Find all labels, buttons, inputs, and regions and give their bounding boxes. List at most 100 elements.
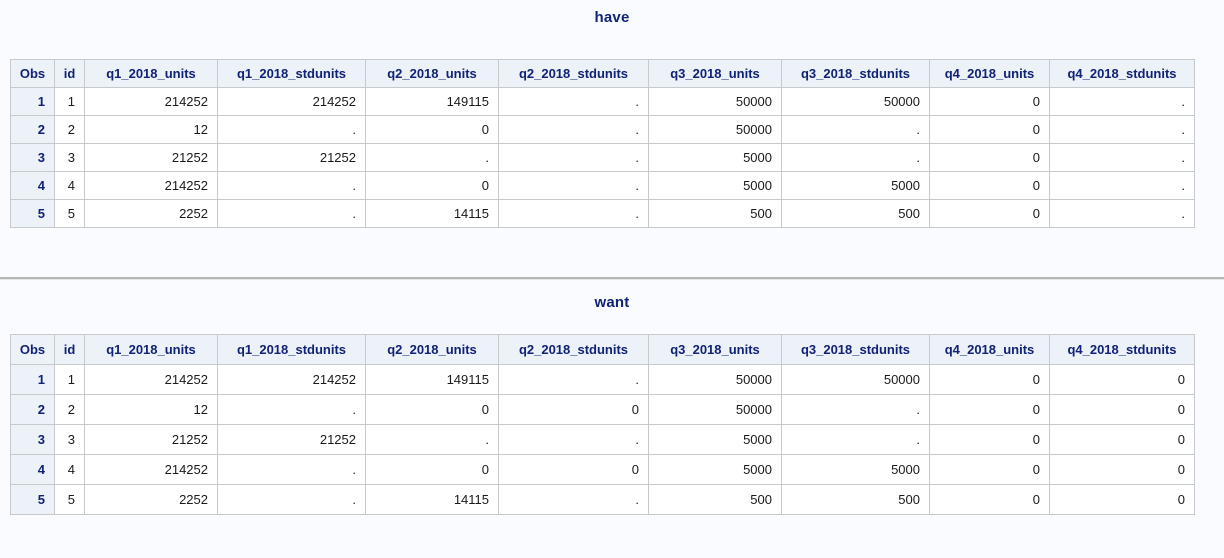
data-cell-id: 5 — [54, 484, 85, 515]
data-cell-q2_2018_stdunits: . — [498, 143, 649, 172]
data-cell-q2_2018_units: 14115 — [365, 199, 499, 228]
data-cell-q4_2018_stdunits: . — [1049, 171, 1195, 200]
data-cell-q3_2018_units: 50000 — [648, 364, 782, 395]
table-row: 1 1 214252 214252 149115. 50000 50000 0. — [10, 87, 1195, 116]
header-row: Obs id q1_2018_units q1_2018_stdunits q2_201… — [10, 59, 1195, 88]
table-row: 5 5 2252. 14115. 500 500 0 0 — [10, 484, 1195, 515]
data-cell-q1_2018_stdunits: 214252 — [217, 87, 366, 116]
data-cell-q4_2018_stdunits: . — [1049, 87, 1195, 116]
data-cell-q3_2018_stdunits: 50000 — [781, 87, 930, 116]
column-header-q3_2018_stdunits: q3_2018_stdunits — [781, 59, 930, 88]
obs-cell: 1 — [10, 364, 55, 395]
data-cell-q3_2018_stdunits: . — [781, 394, 930, 425]
column-header-q2_2018_stdunits: q2_2018_stdunits — [498, 59, 649, 88]
table-row: 4 4 214252. 0. 5000 5000 0. — [10, 171, 1195, 200]
table-row: 3 3 21252 21252.. 5000. 0 0 — [10, 424, 1195, 455]
data-cell-id: 1 — [54, 87, 85, 116]
column-header-q1_2018_units: q1_2018_units — [84, 59, 218, 88]
column-header-q1_2018_units: q1_2018_units — [84, 334, 218, 365]
data-cell-q4_2018_units: 0 — [929, 87, 1050, 116]
data-cell-q3_2018_units: 5000 — [648, 454, 782, 485]
data-cell-q1_2018_units: 21252 — [84, 424, 218, 455]
obs-cell: 1 — [10, 87, 55, 116]
data-cell-q3_2018_stdunits: . — [781, 143, 930, 172]
data-cell-id: 4 — [54, 454, 85, 485]
obs-cell: 2 — [10, 115, 55, 144]
data-cell-q2_2018_units: . — [365, 143, 499, 172]
data-cell-q4_2018_units: 0 — [929, 394, 1050, 425]
data-cell-q1_2018_units: 21252 — [84, 143, 218, 172]
data-cell-q1_2018_units: 2252 — [84, 484, 218, 515]
sas-output-want: want Obs id q1_2018_units q1_2018_stdunits q… — [0, 280, 1224, 515]
column-header-q1_2018_stdunits: q1_2018_stdunits — [217, 334, 366, 365]
column-header-q4_2018_units: q4_2018_units — [929, 334, 1050, 365]
sas-output-have: have Obs id q1_2018_units q1_2018_stdunits q… — [0, 0, 1224, 228]
data-cell-id: 2 — [54, 115, 85, 144]
data-cell-q4_2018_units: 0 — [929, 199, 1050, 228]
data-cell-q1_2018_stdunits: . — [217, 171, 366, 200]
data-cell-q2_2018_units: 0 — [365, 454, 499, 485]
data-cell-q3_2018_stdunits: . — [781, 115, 930, 144]
table-row: 3 3 21252 21252.. 5000. 0. — [10, 143, 1195, 172]
data-cell-q4_2018_stdunits: 0 — [1049, 454, 1195, 485]
data-cell-q2_2018_stdunits: . — [498, 424, 649, 455]
have-table: Obs id q1_2018_units q1_2018_stdunits q2_201… — [10, 59, 1195, 228]
data-cell-q3_2018_stdunits: 5000 — [781, 454, 930, 485]
data-cell-id: 1 — [54, 364, 85, 395]
data-cell-q3_2018_units: 50000 — [648, 115, 782, 144]
obs-cell: 3 — [10, 143, 55, 172]
obs-cell: 4 — [10, 454, 55, 485]
data-cell-q2_2018_stdunits: . — [498, 115, 649, 144]
data-cell-q2_2018_stdunits: . — [498, 484, 649, 515]
data-cell-q4_2018_stdunits: 0 — [1049, 424, 1195, 455]
data-cell-q3_2018_units: 5000 — [648, 424, 782, 455]
column-header-q2_2018_units: q2_2018_units — [365, 334, 499, 365]
table-title-want: want — [594, 294, 630, 311]
data-cell-q1_2018_units: 12 — [84, 115, 218, 144]
data-cell-q2_2018_stdunits: . — [498, 171, 649, 200]
data-cell-q1_2018_units: 12 — [84, 394, 218, 425]
data-cell-q4_2018_units: 0 — [929, 484, 1050, 515]
data-cell-q2_2018_stdunits: . — [498, 87, 649, 116]
data-cell-q1_2018_units: 214252 — [84, 364, 218, 395]
data-cell-q3_2018_stdunits: 500 — [781, 484, 930, 515]
data-cell-q1_2018_units: 214252 — [84, 87, 218, 116]
data-cell-q4_2018_stdunits: 0 — [1049, 394, 1195, 425]
column-header-q4_2018_stdunits: q4_2018_stdunits — [1049, 59, 1195, 88]
column-header-q2_2018_units: q2_2018_units — [365, 59, 499, 88]
data-cell-q1_2018_units: 214252 — [84, 171, 218, 200]
data-cell-q2_2018_stdunits: 0 — [498, 454, 649, 485]
data-cell-q4_2018_stdunits: 0 — [1049, 364, 1195, 395]
data-cell-q2_2018_units: 0 — [365, 171, 499, 200]
data-cell-q1_2018_units: 214252 — [84, 454, 218, 485]
data-cell-q4_2018_units: 0 — [929, 364, 1050, 395]
table-row: 1 1 214252 214252 149115. 50000 50000 0 0 — [10, 364, 1195, 395]
obs-cell: 4 — [10, 171, 55, 200]
data-cell-q2_2018_units: 0 — [365, 115, 499, 144]
obs-cell: 3 — [10, 424, 55, 455]
data-cell-q1_2018_stdunits: . — [217, 199, 366, 228]
data-cell-q4_2018_units: 0 — [929, 171, 1050, 200]
data-cell-q3_2018_units: 5000 — [648, 171, 782, 200]
data-cell-q4_2018_units: 0 — [929, 454, 1050, 485]
data-cell-q3_2018_units: 500 — [648, 484, 782, 515]
obs-cell: 5 — [10, 199, 55, 228]
data-cell-q4_2018_stdunits: 0 — [1049, 484, 1195, 515]
data-cell-q4_2018_stdunits: . — [1049, 199, 1195, 228]
data-cell-q1_2018_stdunits: 21252 — [217, 424, 366, 455]
output-divider — [0, 277, 1224, 280]
column-header-id: id — [54, 334, 85, 365]
table-row: 5 5 2252. 14115. 500 500 0. — [10, 199, 1195, 228]
data-cell-q2_2018_stdunits: . — [498, 364, 649, 395]
data-cell-q1_2018_stdunits: . — [217, 484, 366, 515]
data-cell-q3_2018_units: 5000 — [648, 143, 782, 172]
data-cell-q4_2018_stdunits: . — [1049, 115, 1195, 144]
data-cell-q1_2018_stdunits: . — [217, 115, 366, 144]
data-cell-q2_2018_stdunits: 0 — [498, 394, 649, 425]
data-cell-q1_2018_stdunits: . — [217, 394, 366, 425]
data-cell-id: 2 — [54, 394, 85, 425]
column-header-q3_2018_units: q3_2018_units — [648, 334, 782, 365]
data-cell-q1_2018_stdunits: . — [217, 454, 366, 485]
table-row: 2 2 12. 0. 50000. 0. — [10, 115, 1195, 144]
data-cell-q3_2018_units: 50000 — [648, 87, 782, 116]
